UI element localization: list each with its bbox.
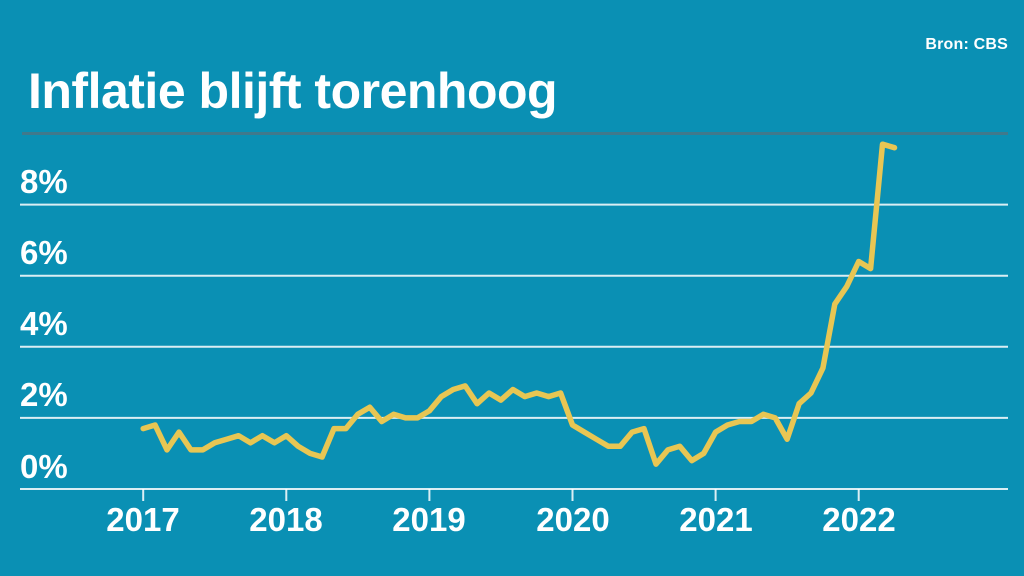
- x-axis-label-2021: 2021: [679, 501, 753, 538]
- y-axis-label-2pct: 2%: [20, 376, 68, 413]
- source-label: Bron: CBS: [925, 36, 1008, 53]
- x-axis-label-2017: 2017: [106, 501, 180, 538]
- x-axis-label-2020: 2020: [536, 501, 610, 538]
- inflation-line: [140, 141, 898, 467]
- x-axis-label-2022: 2022: [822, 501, 896, 538]
- y-axis-label-0pct: 0%: [20, 448, 68, 485]
- x-axis-label-2018: 2018: [249, 501, 323, 538]
- y-axis-label-4pct: 4%: [20, 305, 68, 342]
- y-axis-label-8pct: 8%: [20, 163, 68, 200]
- x-axis-label-2019: 2019: [392, 501, 466, 538]
- page-title: Inflatie blijft torenhoog: [28, 63, 558, 119]
- y-axis-label-6pct: 6%: [20, 234, 68, 271]
